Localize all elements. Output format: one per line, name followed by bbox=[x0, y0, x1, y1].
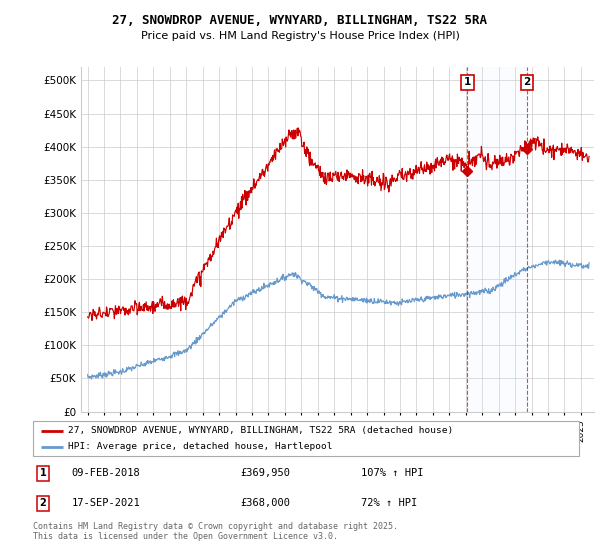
Bar bbox=[467, 67, 527, 412]
Text: 107% ↑ HPI: 107% ↑ HPI bbox=[361, 468, 423, 478]
Text: Price paid vs. HM Land Registry's House Price Index (HPI): Price paid vs. HM Land Registry's House … bbox=[140, 31, 460, 41]
Text: 17-SEP-2021: 17-SEP-2021 bbox=[71, 498, 140, 508]
Text: £368,000: £368,000 bbox=[241, 498, 290, 508]
Text: £369,950: £369,950 bbox=[241, 468, 290, 478]
Text: 2: 2 bbox=[40, 498, 46, 508]
Text: 2: 2 bbox=[523, 77, 530, 87]
Text: 1: 1 bbox=[464, 77, 471, 87]
Text: HPI: Average price, detached house, Hartlepool: HPI: Average price, detached house, Hart… bbox=[68, 442, 333, 451]
Text: 27, SNOWDROP AVENUE, WYNYARD, BILLINGHAM, TS22 5RA (detached house): 27, SNOWDROP AVENUE, WYNYARD, BILLINGHAM… bbox=[68, 426, 454, 435]
Text: 27, SNOWDROP AVENUE, WYNYARD, BILLINGHAM, TS22 5RA: 27, SNOWDROP AVENUE, WYNYARD, BILLINGHAM… bbox=[113, 14, 487, 27]
Text: 72% ↑ HPI: 72% ↑ HPI bbox=[361, 498, 417, 508]
Text: Contains HM Land Registry data © Crown copyright and database right 2025.
This d: Contains HM Land Registry data © Crown c… bbox=[33, 522, 398, 542]
Text: 09-FEB-2018: 09-FEB-2018 bbox=[71, 468, 140, 478]
Text: 1: 1 bbox=[40, 468, 46, 478]
